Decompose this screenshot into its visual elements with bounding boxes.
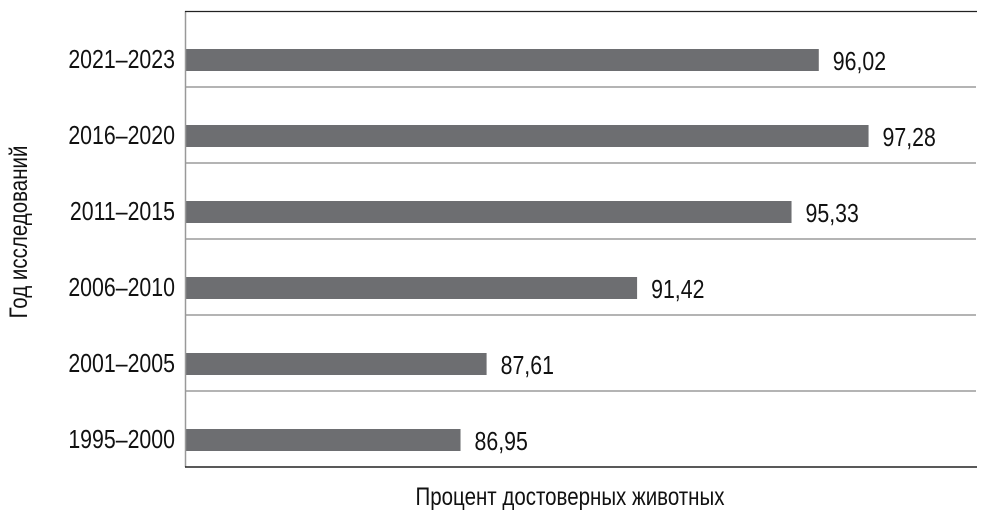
bar — [186, 49, 819, 71]
bars — [186, 49, 869, 451]
y-axis-title: Год исследований — [4, 146, 32, 319]
bar — [186, 353, 487, 375]
value-label: 87,61 — [501, 351, 554, 381]
value-label: 91,42 — [651, 275, 704, 305]
x-axis-title: Процент достоверных животных — [416, 482, 725, 510]
category-label: 2021–2023 — [68, 45, 175, 75]
category-label: 2016–2020 — [68, 121, 175, 151]
bar — [186, 277, 638, 299]
value-label: 86,95 — [475, 427, 528, 457]
category-label: 2011–2015 — [70, 197, 175, 227]
value-label: 97,28 — [883, 123, 936, 153]
category-labels: 2021–2023 2016–2020 2011–2015 2006–2010 2001… — [68, 45, 175, 455]
bar — [186, 429, 461, 451]
grid-lines — [186, 86, 976, 392]
value-labels: 96,02 97,28 95,33 91,42 87,61 86,95 — [475, 47, 936, 457]
category-label: 2001–2005 — [68, 349, 175, 379]
value-label: 96,02 — [833, 47, 886, 77]
bar — [186, 125, 869, 147]
value-label: 95,33 — [806, 199, 859, 229]
bar — [186, 201, 792, 223]
category-label: 2006–2010 — [68, 273, 175, 303]
category-label: 1995–2000 — [68, 425, 175, 455]
